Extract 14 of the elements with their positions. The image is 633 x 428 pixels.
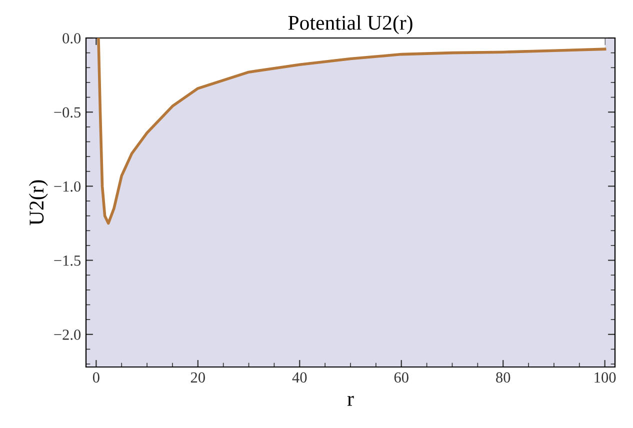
y-tick-label: −1.0 bbox=[54, 181, 81, 192]
y-tick-label: −0.5 bbox=[54, 107, 81, 118]
x-tick-label: 80 bbox=[496, 372, 510, 383]
x-tick-label: 0 bbox=[92, 372, 100, 383]
x-tick-label: 60 bbox=[394, 372, 408, 383]
y-tick-label: −1.5 bbox=[54, 256, 81, 266]
x-axis-title: r bbox=[347, 396, 354, 406]
x-tick-label: 100 bbox=[594, 372, 616, 383]
x-tick-label: 40 bbox=[292, 372, 307, 383]
y-axis-title: U2(r) bbox=[28, 180, 48, 226]
x-tick-label: 20 bbox=[190, 372, 205, 383]
chart-title: Potential U2(r) bbox=[288, 15, 412, 34]
y-tick-label: 0.0 bbox=[62, 33, 81, 44]
y-tick-label: −2.0 bbox=[54, 330, 81, 340]
